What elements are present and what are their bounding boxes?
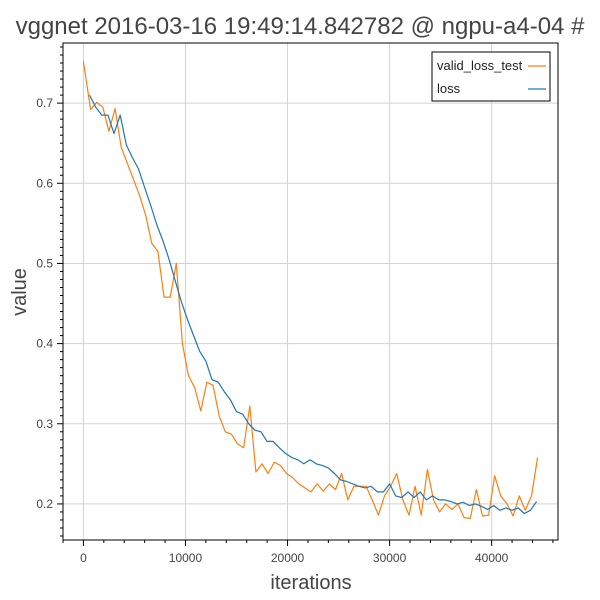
series-line-valid-loss-test <box>82 61 539 520</box>
y-axis-label: value <box>9 268 31 316</box>
y-tick-label: 0.2 <box>36 497 53 511</box>
y-tick-label: 0.4 <box>36 337 53 351</box>
x-tick-label: 30000 <box>373 551 407 565</box>
y-tick-label: 0.6 <box>36 176 53 190</box>
legend-entry-label: valid_loss_test <box>437 58 523 73</box>
x-tick-label: 40000 <box>475 551 509 565</box>
legend-box <box>431 51 551 102</box>
legend-entry-label: loss <box>437 81 461 96</box>
x-tick-label: 0 <box>80 551 87 565</box>
plot-area <box>62 42 559 541</box>
x-axis-label: iterations <box>270 572 351 594</box>
y-tick-label: 0.5 <box>36 256 53 270</box>
series-lines <box>82 61 539 520</box>
y-tick-label: 0.7 <box>36 96 53 110</box>
x-tick-label: 10000 <box>169 551 203 565</box>
axes: 0 10000 20000 30000 40000 0.2 0.3 0.4 0.5 0.6 0.7 <box>36 46 554 565</box>
chart-title: vggnet 2016-03-16 19:49:14.842782 @ ngpu… <box>16 13 585 40</box>
x-tick-label: 20000 <box>271 551 305 565</box>
series-line-loss <box>88 94 538 515</box>
y-tick-label: 0.3 <box>36 417 53 431</box>
gridlines <box>63 43 558 540</box>
